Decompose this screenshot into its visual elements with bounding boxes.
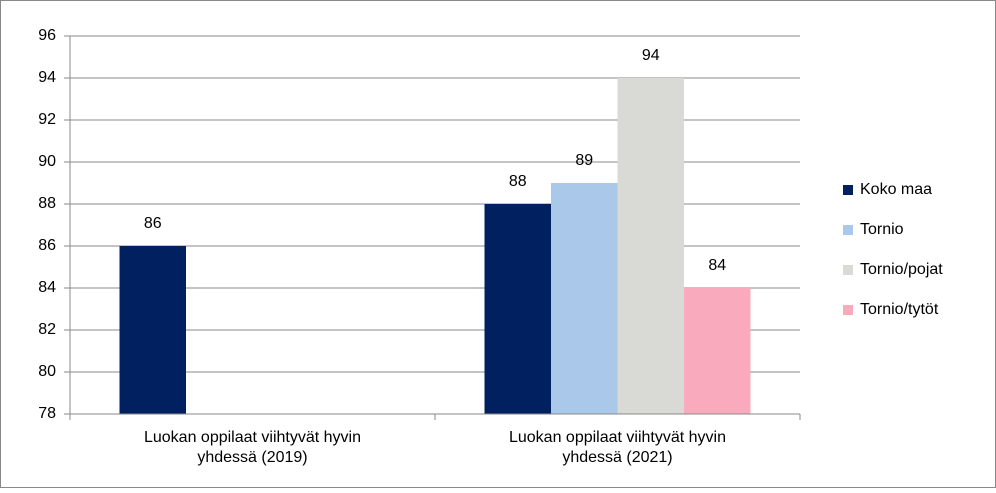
y-tick-label: 84: [38, 279, 56, 296]
bar: [484, 204, 551, 414]
bar: [617, 78, 684, 414]
legend-swatch: [843, 225, 853, 235]
y-tick-label: 92: [38, 111, 56, 128]
legend-label: Koko maa: [860, 181, 932, 198]
legend-swatch: [843, 305, 853, 315]
data-label: 89: [575, 152, 593, 169]
y-tick-label: 90: [38, 153, 56, 170]
legend-label: Tornio/tytöt: [860, 301, 939, 318]
x-tick-label: Luokan oppilaat viihtyvät hyvin yhdessä …: [143, 429, 362, 466]
y-tick-label: 94: [38, 69, 56, 86]
y-tick-label: 86: [38, 237, 56, 254]
bar: [684, 288, 751, 414]
bar: [551, 183, 618, 414]
data-label: 94: [642, 47, 660, 64]
legend-swatch: [843, 185, 853, 195]
x-tick-label-box: Luokan oppilaat viihtyvät hyvin yhdessä …: [508, 429, 727, 466]
x-tick-label: Luokan oppilaat viihtyvät hyvin yhdessä …: [508, 429, 727, 466]
x-tick-label-box: Luokan oppilaat viihtyvät hyvin yhdessä …: [143, 429, 362, 466]
legend-label: Tornio/pojat: [860, 261, 943, 278]
y-tick-label: 96: [38, 27, 56, 44]
y-tick-label: 80: [38, 363, 56, 380]
bar: [119, 246, 186, 414]
data-label: 86: [144, 215, 162, 232]
data-label: 84: [708, 257, 726, 274]
y-tick-label: 82: [38, 321, 56, 338]
legend-swatch: [843, 265, 853, 275]
y-tick-label: 78: [38, 405, 56, 422]
legend-label: Tornio: [860, 221, 904, 238]
y-tick-label: 88: [38, 195, 56, 212]
data-label: 88: [509, 173, 527, 190]
